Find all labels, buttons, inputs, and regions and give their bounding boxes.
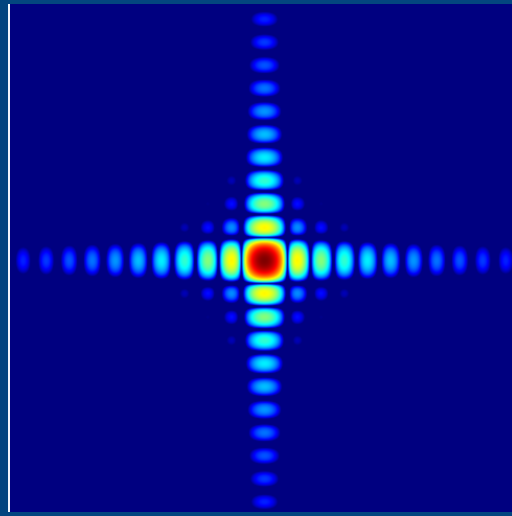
diffraction-pattern-image — [10, 4, 512, 512]
left-edge-line — [8, 4, 10, 512]
